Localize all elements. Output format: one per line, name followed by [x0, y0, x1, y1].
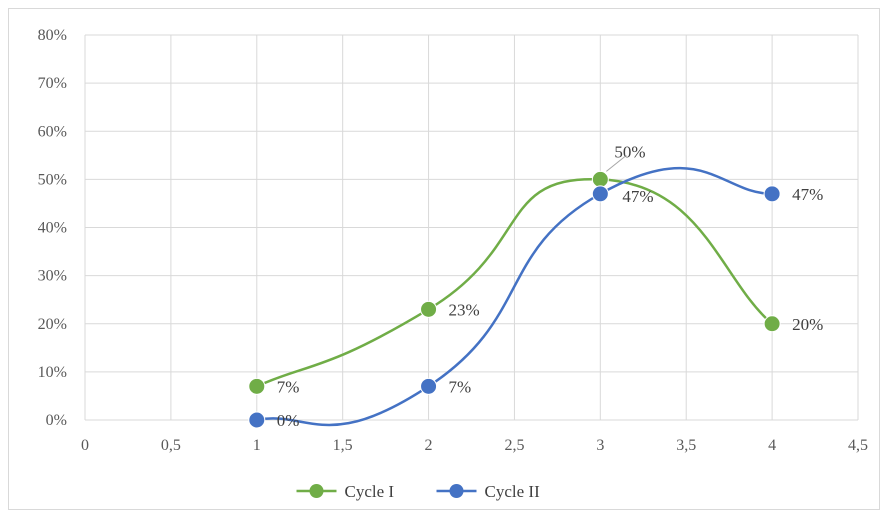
data-label: 7% [277, 377, 300, 396]
x-tick-label: 3 [596, 437, 604, 454]
data-label: 23% [449, 300, 480, 319]
y-tick-label: 60% [38, 123, 67, 140]
series-line-2 [256, 166, 773, 427]
y-tick-label: 0% [46, 412, 67, 429]
data-label: 47% [622, 187, 653, 206]
grid-lines [84, 34, 859, 421]
series-lines [256, 166, 773, 427]
x-tick-label: 4,5 [848, 437, 868, 454]
data-label: 7% [449, 377, 472, 396]
legend-label-1: Cycle I [345, 482, 395, 501]
data-point [591, 170, 609, 188]
y-axis-tick-labels: 0% 10% 20% 30% 40% 50% 60% 70% 80% [38, 27, 67, 429]
data-label: 20% [792, 315, 823, 334]
data-label: 0% [277, 411, 300, 430]
data-point [763, 185, 781, 203]
legend: Cycle I Cycle II [296, 482, 541, 501]
y-tick-label: 10% [38, 364, 67, 381]
data-point [591, 185, 609, 203]
data-point [420, 300, 438, 318]
x-tick-label: 0 [81, 437, 89, 454]
y-tick-label: 50% [38, 171, 67, 188]
y-tick-label: 30% [38, 268, 67, 285]
data-point [763, 315, 781, 333]
x-tick-label: 1,5 [333, 437, 353, 454]
series-points [248, 170, 781, 429]
data-point [420, 377, 438, 395]
data-point [248, 377, 266, 395]
legend-marker-1 [309, 484, 324, 498]
data-label: 47% [792, 185, 823, 204]
y-tick-label: 70% [38, 75, 67, 92]
y-tick-label: 20% [38, 316, 67, 333]
label-leader-line [606, 154, 627, 172]
data-labels: 7% 23% 50% 20% 0% 7% 47% 47% [277, 142, 824, 430]
x-tick-label: 4 [768, 437, 776, 454]
x-tick-label: 1 [253, 437, 261, 454]
x-tick-label: 2,5 [504, 437, 524, 454]
data-point [248, 411, 266, 429]
x-tick-label: 2 [425, 437, 433, 454]
y-tick-label: 40% [38, 220, 67, 237]
y-tick-label: 80% [38, 27, 67, 44]
legend-marker-2 [449, 484, 464, 498]
legend-label-2: Cycle II [485, 482, 541, 501]
x-axis-tick-labels: 0 0,5 1 1,5 2 2,5 3 3,5 4 4,5 [81, 437, 868, 454]
chart-frame [8, 8, 880, 510]
x-tick-label: 0,5 [161, 437, 181, 454]
data-label: 50% [614, 142, 645, 161]
x-tick-label: 3,5 [676, 437, 696, 454]
series-line-1 [256, 178, 773, 388]
